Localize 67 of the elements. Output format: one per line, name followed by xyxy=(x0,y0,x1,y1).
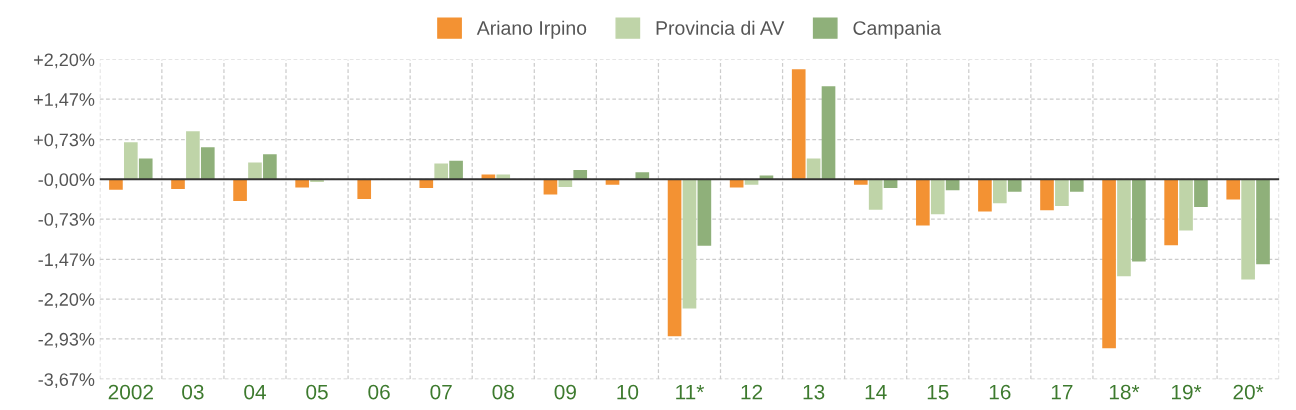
bar xyxy=(171,179,185,190)
bar xyxy=(200,147,215,180)
x-tick-label: 19* xyxy=(1171,384,1202,400)
bar xyxy=(138,158,153,180)
bar xyxy=(791,69,806,180)
bar xyxy=(1226,179,1241,200)
bar xyxy=(1117,179,1131,277)
y-tick-label: -1,47% xyxy=(38,253,95,269)
bar xyxy=(930,179,945,215)
bar xyxy=(263,154,277,180)
bar xyxy=(543,179,558,195)
x-tick-label: 05 xyxy=(306,384,328,400)
x-tick-label: 17 xyxy=(1051,384,1073,400)
bar xyxy=(1132,179,1146,262)
x-tick-label: 2002 xyxy=(108,384,153,400)
bar xyxy=(993,179,1007,204)
bar xyxy=(1241,179,1255,280)
x-tick-label: 16 xyxy=(989,384,1011,400)
x-tick-label: 13 xyxy=(803,384,825,400)
bar xyxy=(449,160,463,180)
bar xyxy=(821,86,836,180)
legend-label: Ariano Irpino xyxy=(476,20,587,39)
y-tick-label: +0,73% xyxy=(34,133,95,149)
bar xyxy=(434,163,449,180)
bar xyxy=(233,179,247,202)
y-tick-label: -3,67% xyxy=(38,373,95,389)
x-tick-label: 08 xyxy=(492,384,514,400)
legend-label: Provincia di AV xyxy=(656,20,785,35)
bar xyxy=(1179,179,1193,231)
bar xyxy=(916,179,930,226)
x-tick-label: 09 xyxy=(554,384,576,400)
y-tick-label: -0,73% xyxy=(38,213,95,228)
x-tick-label: 18* xyxy=(1109,384,1140,400)
x-tick-label: 15 xyxy=(927,384,949,400)
x-tick-label: 11* xyxy=(676,384,705,400)
x-tick-label: 06 xyxy=(368,384,390,400)
bar xyxy=(124,142,138,180)
x-tick-label: 12 xyxy=(741,384,763,400)
y-tick-label: -2,20% xyxy=(38,293,95,309)
legend-label: Campania xyxy=(853,20,942,39)
bar xyxy=(1007,179,1022,192)
bar xyxy=(1055,179,1069,206)
x-tick-label: 10 xyxy=(617,384,639,400)
bar xyxy=(109,179,123,190)
bar xyxy=(1256,179,1270,265)
bar xyxy=(868,179,883,210)
bar xyxy=(1040,179,1054,211)
bar xyxy=(1164,179,1178,246)
bar xyxy=(248,162,262,180)
y-tick-label: -2,93% xyxy=(38,332,95,348)
x-tick-label: 04 xyxy=(244,384,266,400)
bar xyxy=(667,179,682,337)
x-tick-label: 14 xyxy=(865,384,887,400)
y-tick-label: +2,20% xyxy=(34,53,95,69)
bar xyxy=(697,179,712,246)
bar xyxy=(357,179,372,199)
bar xyxy=(1194,179,1208,208)
x-tick-label: 03 xyxy=(182,384,204,400)
bar xyxy=(978,179,992,212)
bar xyxy=(1102,179,1116,349)
bar xyxy=(186,131,200,180)
x-tick-label: 07 xyxy=(430,384,452,400)
y-tick-label: -0,00% xyxy=(38,173,95,189)
bar xyxy=(682,179,697,309)
x-tick-label: 20* xyxy=(1233,384,1264,400)
bar xyxy=(1069,179,1084,192)
y-tick-label: +1,47% xyxy=(34,93,95,109)
